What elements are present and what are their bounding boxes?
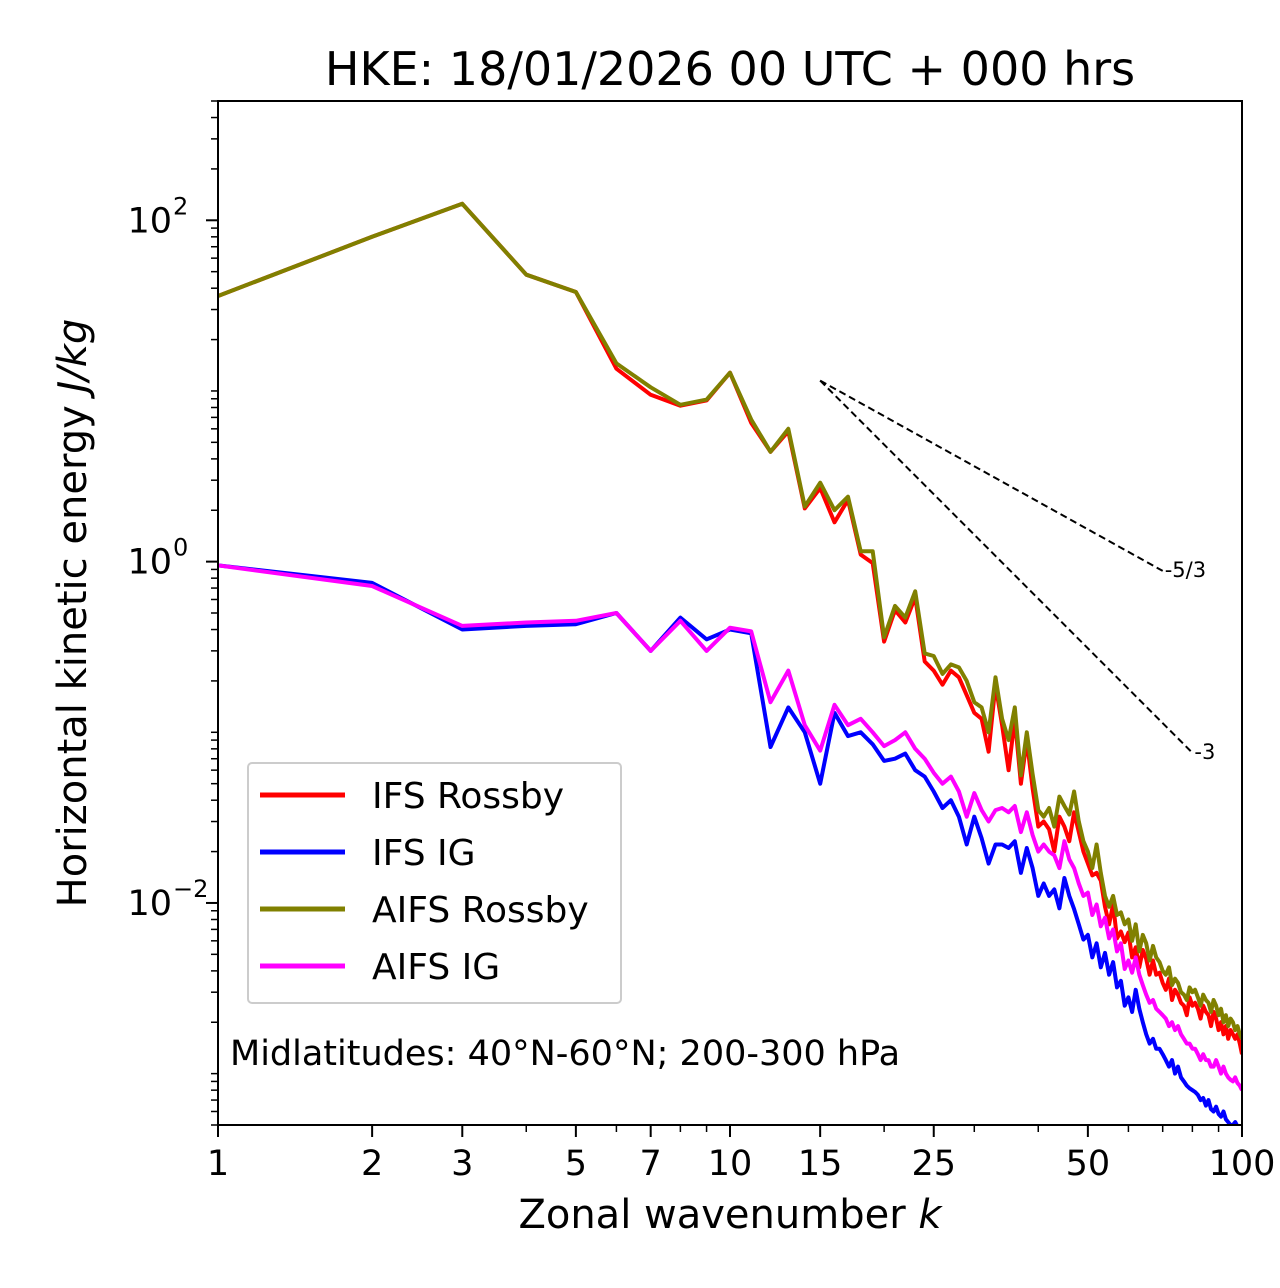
reference-line-label: -3 — [1194, 740, 1215, 764]
reference-line-label: -5/3 — [1165, 558, 1206, 582]
plot-frame — [217, 100, 1243, 1126]
x-tick-label: 5 — [565, 1144, 587, 1184]
region-annotation: Midlatitudes: 40°N-60°N; 200-300 hPa — [230, 1034, 900, 1074]
series-line-ifs-ig — [218, 563, 1239, 1125]
y-axis-label: Horizontal kinetic energy J/kg — [50, 319, 96, 908]
y-tick-label: 10 — [127, 201, 172, 241]
x-tick-label: 2 — [361, 1144, 383, 1184]
legend-label: IFS Rossby — [372, 776, 564, 817]
x-tick-label: 3 — [451, 1144, 473, 1184]
y-tick-label: 10 — [127, 884, 172, 924]
y-tick-exponent: −2 — [173, 875, 208, 903]
series-line-aifs-ig — [218, 563, 1242, 1092]
x-tick-label: 100 — [1209, 1144, 1276, 1184]
x-tick-label: 1 — [207, 1144, 229, 1184]
x-axis-ticks: 1 2 3 5 7 10 15 25 50 100 — [207, 1125, 1276, 1184]
legend-label: AIFS IG — [372, 947, 500, 988]
chart-title: HKE: 18/01/2026 00 UTC + 000 hrs — [325, 42, 1135, 96]
x-tick-label: 15 — [798, 1144, 843, 1184]
x-tick-label: 25 — [911, 1144, 956, 1184]
y-tick-exponent: 2 — [173, 192, 188, 220]
legend-label: IFS IG — [372, 833, 476, 874]
legend-frame — [247, 762, 622, 1004]
x-axis-label: Zonal wavenumber k — [518, 1192, 943, 1238]
reference-slope-lines: -5/3 -3 — [819, 379, 1215, 764]
reference-line — [819, 379, 1164, 572]
legend-label: AIFS Rossby — [372, 890, 589, 931]
y-tick-label: 10 — [127, 543, 172, 583]
x-tick-label: 7 — [640, 1144, 662, 1184]
x-tick-label: 10 — [708, 1144, 753, 1184]
y-tick-exponent: 0 — [173, 534, 188, 562]
x-tick-label: 50 — [1066, 1144, 1111, 1184]
legend: IFS Rossby IFS IG AIFS Rossby AIFS IG — [247, 762, 622, 1004]
series-line-aifs-rossby — [218, 201, 1242, 1040]
series-lines — [218, 201, 1242, 1125]
